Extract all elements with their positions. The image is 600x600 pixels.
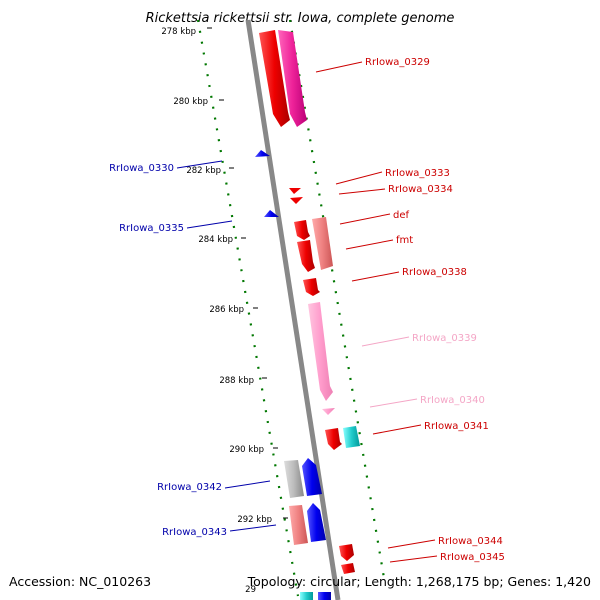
- gene-label[interactable]: RrIowa_0339: [412, 333, 477, 344]
- gene-label[interactable]: RrIowa_0329: [365, 57, 430, 68]
- accession-text: Accession: NC_010263: [9, 574, 151, 589]
- gene-rriowa-0335[interactable]: [264, 210, 279, 217]
- tick-label: 292 kbp: [237, 515, 272, 525]
- gene-rriowa-0329[interactable]: [259, 30, 290, 127]
- callout-lines: [176, 61, 438, 563]
- gc-track-right: [288, 19, 386, 579]
- tick-labels: 278 kbp 280 kbp 282 kbp 284 kbp 286 kbp …: [161, 27, 272, 595]
- tick-label: 290 kbp: [229, 445, 264, 455]
- gene-rriowa-0343-salmon[interactable]: [289, 505, 308, 545]
- gene-rriowa-0337[interactable]: [297, 240, 315, 272]
- gene-label[interactable]: RrIowa_0344: [438, 536, 503, 547]
- tick-label: 280 kbp: [173, 97, 208, 107]
- tick-marks: [207, 27, 288, 519]
- gene-rriowa-0334[interactable]: [290, 197, 303, 204]
- map-title: Rickettsia rickettsii str. Iowa, complet…: [146, 11, 455, 26]
- tick-label: 284 kbp: [198, 235, 233, 245]
- gene-rriowa-0340[interactable]: [322, 408, 335, 415]
- gene-rriowa-0342[interactable]: [302, 458, 322, 496]
- gene-rriowa-0341-cyan[interactable]: [343, 426, 360, 448]
- topology-text: Topology: circular; Length: 1,268,175 bp…: [247, 574, 591, 589]
- tick-label: 288 kbp: [219, 376, 254, 386]
- gene-label[interactable]: RrIowa_0334: [388, 184, 453, 195]
- gene-rriowa-0338[interactable]: [303, 278, 320, 296]
- gene-rriowa-0342-gray[interactable]: [284, 460, 304, 498]
- gene-label[interactable]: RrIowa_0330: [109, 163, 174, 174]
- gene-labels: RrIowa_0329 RrIowa_0330 RrIowa_0333 RrIo…: [109, 57, 505, 563]
- tick-label: 286 kbp: [209, 305, 244, 315]
- gene-rriowa-0345[interactable]: [341, 563, 355, 574]
- gene-rriowa-0339[interactable]: [308, 302, 333, 401]
- gene-label[interactable]: RrIowa_0342: [157, 482, 222, 493]
- gene-label[interactable]: fmt: [396, 235, 413, 246]
- gene-label[interactable]: RrIowa_0335: [119, 223, 184, 234]
- gene-fmt[interactable]: [312, 217, 333, 270]
- gene-rriowa-0330[interactable]: [255, 150, 270, 157]
- gene-rriowa-0333[interactable]: [289, 188, 301, 194]
- gene-label[interactable]: RrIowa_0338: [402, 267, 467, 278]
- gene-rriowa-0329-pink[interactable]: [278, 30, 307, 127]
- gene-def[interactable]: [294, 220, 310, 240]
- gene-label[interactable]: def: [393, 210, 410, 221]
- tick-label: 278 kbp: [161, 27, 196, 37]
- gene-bottom-blue[interactable]: [318, 592, 331, 600]
- tick-label: 29: [245, 585, 256, 595]
- gene-label[interactable]: RrIowa_0343: [162, 527, 227, 538]
- genome-backbone: [245, 19, 341, 600]
- gene-label[interactable]: RrIowa_0333: [385, 168, 450, 179]
- tick-label: 282 kbp: [186, 166, 221, 176]
- gene-bottom-cyan[interactable]: [300, 592, 313, 600]
- gene-label[interactable]: RrIowa_0340: [420, 395, 485, 406]
- gene-glyphs: [255, 30, 360, 600]
- gene-rriowa-0341[interactable]: [325, 428, 342, 450]
- gene-rriowa-0344[interactable]: [339, 544, 354, 561]
- gene-label[interactable]: RrIowa_0341: [424, 421, 489, 432]
- gene-rriowa-0343[interactable]: [307, 503, 326, 542]
- gene-label[interactable]: RrIowa_0345: [440, 552, 505, 563]
